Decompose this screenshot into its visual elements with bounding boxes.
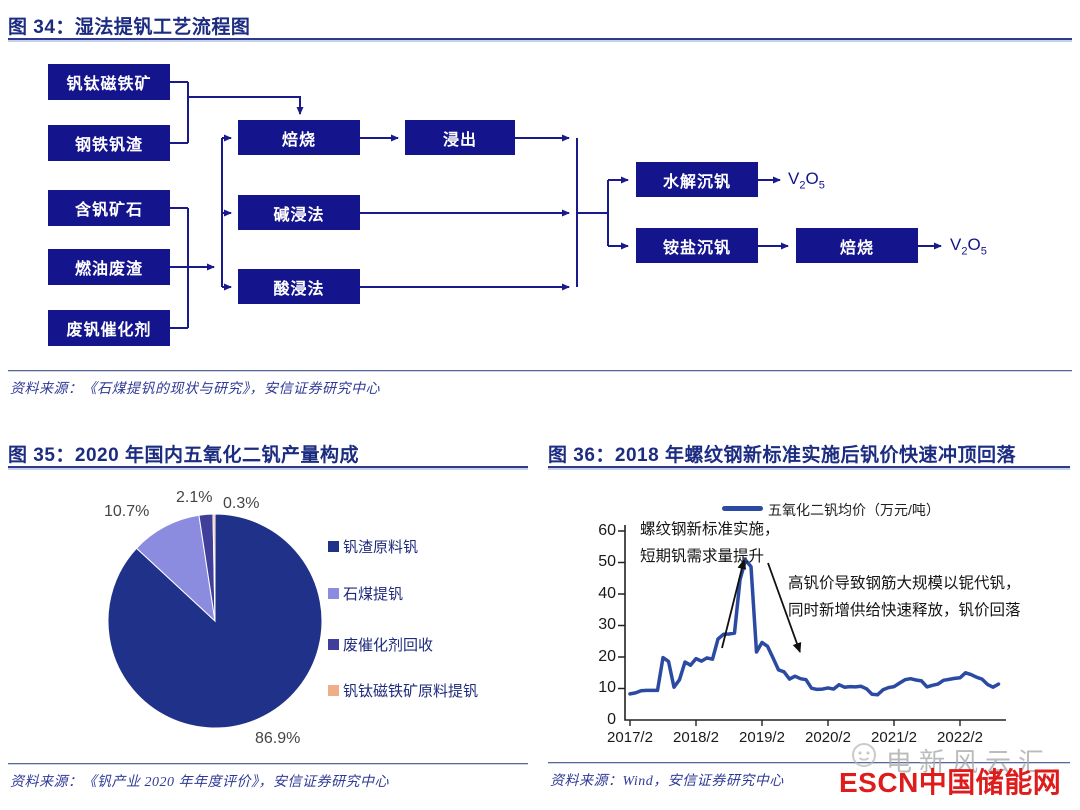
legend-label-stone-coal: 石煤提钒 — [343, 586, 404, 603]
xtick-2019-2: 2019/2 — [739, 729, 785, 746]
axis-lines — [624, 525, 1006, 721]
xtick-2021-2: 2021/2 — [871, 729, 917, 746]
legend-swatch-stone-coal — [328, 588, 339, 599]
pie-legend-item-catalyst: 废催化剂回收 — [328, 634, 433, 655]
flowchart-connectors — [170, 81, 942, 329]
price-series-line — [628, 558, 1001, 697]
flow-box-vanadium-ore: 含钒矿石 — [48, 190, 170, 226]
pie-legend-item-stone-coal: 石煤提钒 — [328, 583, 403, 604]
pie-label-10-7: 10.7% — [104, 503, 150, 520]
xtick-2020-2: 2020/2 — [805, 729, 851, 746]
flow-box-steel-vanadium-slag: 钢铁钒渣 — [48, 125, 170, 161]
pie-label-0-3: 0.3% — [223, 495, 260, 512]
red-watermark-cn: 中国储能网 — [918, 767, 1062, 798]
ytick-50: 50 — [598, 553, 616, 570]
flow-box-ammonium-precipitation: 铵盐沉钒 — [636, 228, 758, 263]
legend-label-magnetite: 钒钛磁铁矿原料提钒 — [343, 683, 479, 700]
red-watermark: ESCN中国储能网 — [839, 761, 1061, 801]
flow-box-roasting: 焙烧 — [238, 120, 360, 155]
gray-watermark-text: 电新风云汇 — [886, 747, 1052, 777]
v2o5-output-1: V2O5 — [788, 169, 825, 192]
flow-box-leaching: 浸出 — [405, 120, 515, 155]
legend-label-slag: 钒渣原料钒 — [343, 539, 419, 556]
gray-watermark-logo-icon — [852, 743, 876, 767]
annotation-arrow-down — [767, 562, 802, 653]
fig35-title-rule — [8, 466, 528, 468]
pie-label-2-1: 2.1% — [176, 489, 213, 506]
annotation-demand: 螺纹钢新标准实施， 短期钒需求量提升 — [640, 521, 780, 565]
flow-box-roasting-2: 焙烧 — [796, 228, 918, 263]
pie-legend-item-magnetite: 钒钛磁铁矿原料提钒 — [328, 680, 478, 701]
legend-swatch-catalyst — [328, 639, 339, 650]
ytick-0: 0 — [607, 711, 616, 728]
pie-slice-3 — [212, 513, 216, 622]
fig36-title-rule — [548, 466, 1070, 468]
fig35-source-rule — [8, 763, 528, 764]
connector-split — [577, 180, 609, 246]
red-watermark-en: ESCN — [839, 767, 919, 798]
flow-box-acid-leach: 酸浸法 — [238, 269, 360, 304]
annotation-supply: 高钒价导致钢筋大规模以铌代钒， 同时新增供给快速释放，钒价回落 — [788, 575, 1021, 619]
line-legend-sample — [722, 506, 763, 511]
legend-swatch-magnetite — [328, 685, 339, 696]
price-line-chart — [618, 525, 1006, 726]
fig34-source-rule — [8, 370, 1072, 371]
pie-chart — [107, 513, 323, 729]
legend-swatch-slag — [328, 541, 339, 552]
ytick-60: 60 — [598, 522, 616, 539]
connector-to-roast — [188, 96, 304, 115]
flow-box-alkali-leach: 碱浸法 — [238, 195, 360, 230]
pie-label-86-9: 86.9% — [255, 730, 301, 747]
fig35-source: 资料来源：《钒产业 2020 年年度评价》，安信证券研究中心 — [10, 775, 389, 790]
flow-box-hydrolysis-precipitation: 水解沉钒 — [636, 162, 758, 197]
fig36-title: 图 36：2018 年螺纹钢新标准实施后钒价快速冲顶回落 — [548, 445, 1016, 466]
line-legend-label: 五氧化二钒均价（万元/吨） — [768, 502, 940, 518]
annotation-arrow-up — [721, 559, 747, 649]
ytick-10: 10 — [598, 679, 616, 696]
legend-label-catalyst: 废催化剂回收 — [343, 637, 434, 654]
connector-bracket-top — [170, 81, 189, 144]
xtick-2022-2: 2022/2 — [937, 729, 983, 746]
flow-box-vanadium-titanomagnetite: 钒钛磁铁矿 — [48, 64, 170, 100]
fig35-title: 图 35：2020 年国内五氧化二钒产量构成 — [8, 445, 359, 466]
axis-ticks — [618, 530, 961, 726]
ytick-30: 30 — [598, 616, 616, 633]
flow-box-fuel-residue: 燃油废渣 — [48, 249, 170, 285]
fig34-title-rule — [8, 38, 1072, 40]
v2o5-output-2: V2O5 — [950, 235, 987, 258]
fig34-title: 图 34：湿法提钒工艺流程图 — [8, 17, 251, 38]
fig36-source: 资料来源：Wind，安信证券研究中心 — [550, 774, 784, 789]
xtick-2017-2: 2017/2 — [607, 729, 653, 746]
pie-slice-1 — [135, 514, 216, 623]
pie-legend-item-slag: 钒渣原料钒 — [328, 536, 418, 557]
xtick-2018-2: 2018/2 — [673, 729, 719, 746]
ytick-20: 20 — [598, 648, 616, 665]
fig36-source-rule — [548, 762, 1070, 763]
flow-box-spent-catalyst: 废钒催化剂 — [48, 310, 170, 346]
fig34-source: 资料来源：《石煤提钒的现状与研究》，安信证券研究中心 — [10, 382, 380, 397]
ytick-40: 40 — [598, 585, 616, 602]
